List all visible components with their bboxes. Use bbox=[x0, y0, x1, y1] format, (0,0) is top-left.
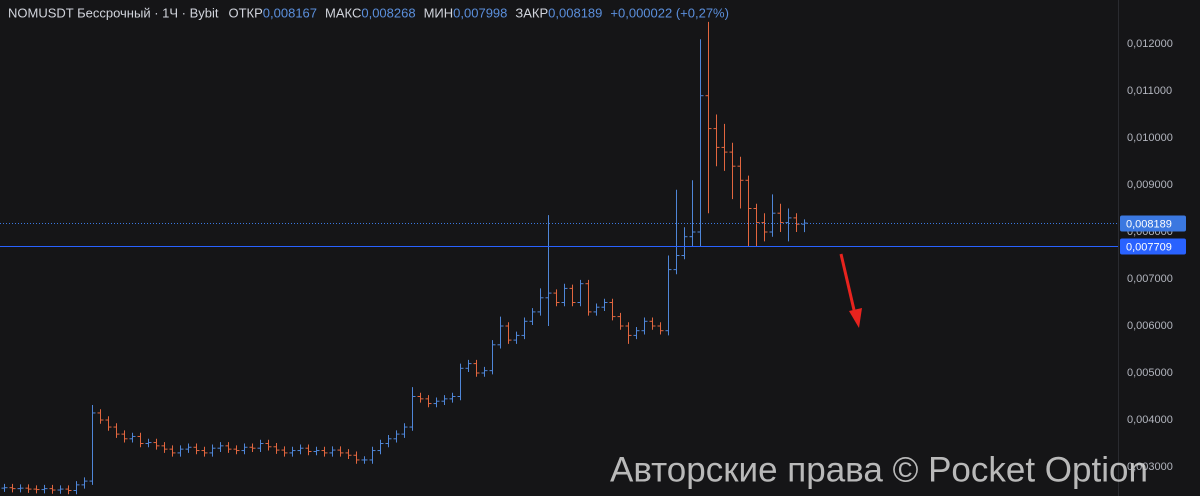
y-tick-label: 0,011000 bbox=[1127, 85, 1172, 97]
y-tick-label: 0,003000 bbox=[1127, 461, 1173, 473]
annotation-arrow bbox=[839, 253, 862, 328]
y-tick-label: 0,005000 bbox=[1127, 367, 1173, 379]
header: NOMUSDT Бессрочный · 1Ч · Bybit ОТКР 0,008… bbox=[8, 5, 729, 20]
watermark: Авторские права © Pocket Option bbox=[610, 450, 1148, 489]
field-label: ЗАКР bbox=[515, 5, 548, 20]
price-tag bbox=[1120, 238, 1186, 255]
y-tick-label: 0,006000 bbox=[1127, 320, 1173, 332]
field-value: 0,008268 bbox=[361, 5, 415, 20]
field-value: 0,008167 bbox=[263, 5, 317, 20]
y-tick-label: 0,010000 bbox=[1127, 132, 1173, 144]
price-tag bbox=[1120, 215, 1186, 232]
symbol-title: NOMUSDT Бессрочный · 1Ч · Bybit bbox=[8, 5, 219, 20]
y-tick-label: 0,009000 bbox=[1127, 179, 1173, 191]
price-tag-label: 0,008189 bbox=[1126, 218, 1172, 230]
field-value: 0,008189 bbox=[548, 5, 602, 20]
field-label: МИН bbox=[424, 5, 454, 20]
arrow-shaft bbox=[839, 253, 856, 311]
field-label: МАКС bbox=[325, 5, 361, 20]
y-tick-label: 0,007000 bbox=[1127, 273, 1173, 285]
y-tick-label: 0,012000 bbox=[1127, 38, 1173, 50]
field-value: 0,007998 bbox=[453, 5, 507, 20]
y-tick-label: 0,004000 bbox=[1127, 414, 1173, 426]
overlay: 0,008189 0,007709 bbox=[0, 215, 1186, 255]
change-value: +0,000022 (+0,27%) bbox=[610, 5, 729, 20]
price-tag-label: 0,007709 bbox=[1126, 241, 1172, 253]
field-label: ОТКР bbox=[229, 5, 263, 20]
arrow-head bbox=[849, 308, 862, 328]
plot: 0,003000 0,004000 0,005000 0,006000 0,007000… bbox=[1, 21, 1173, 495]
